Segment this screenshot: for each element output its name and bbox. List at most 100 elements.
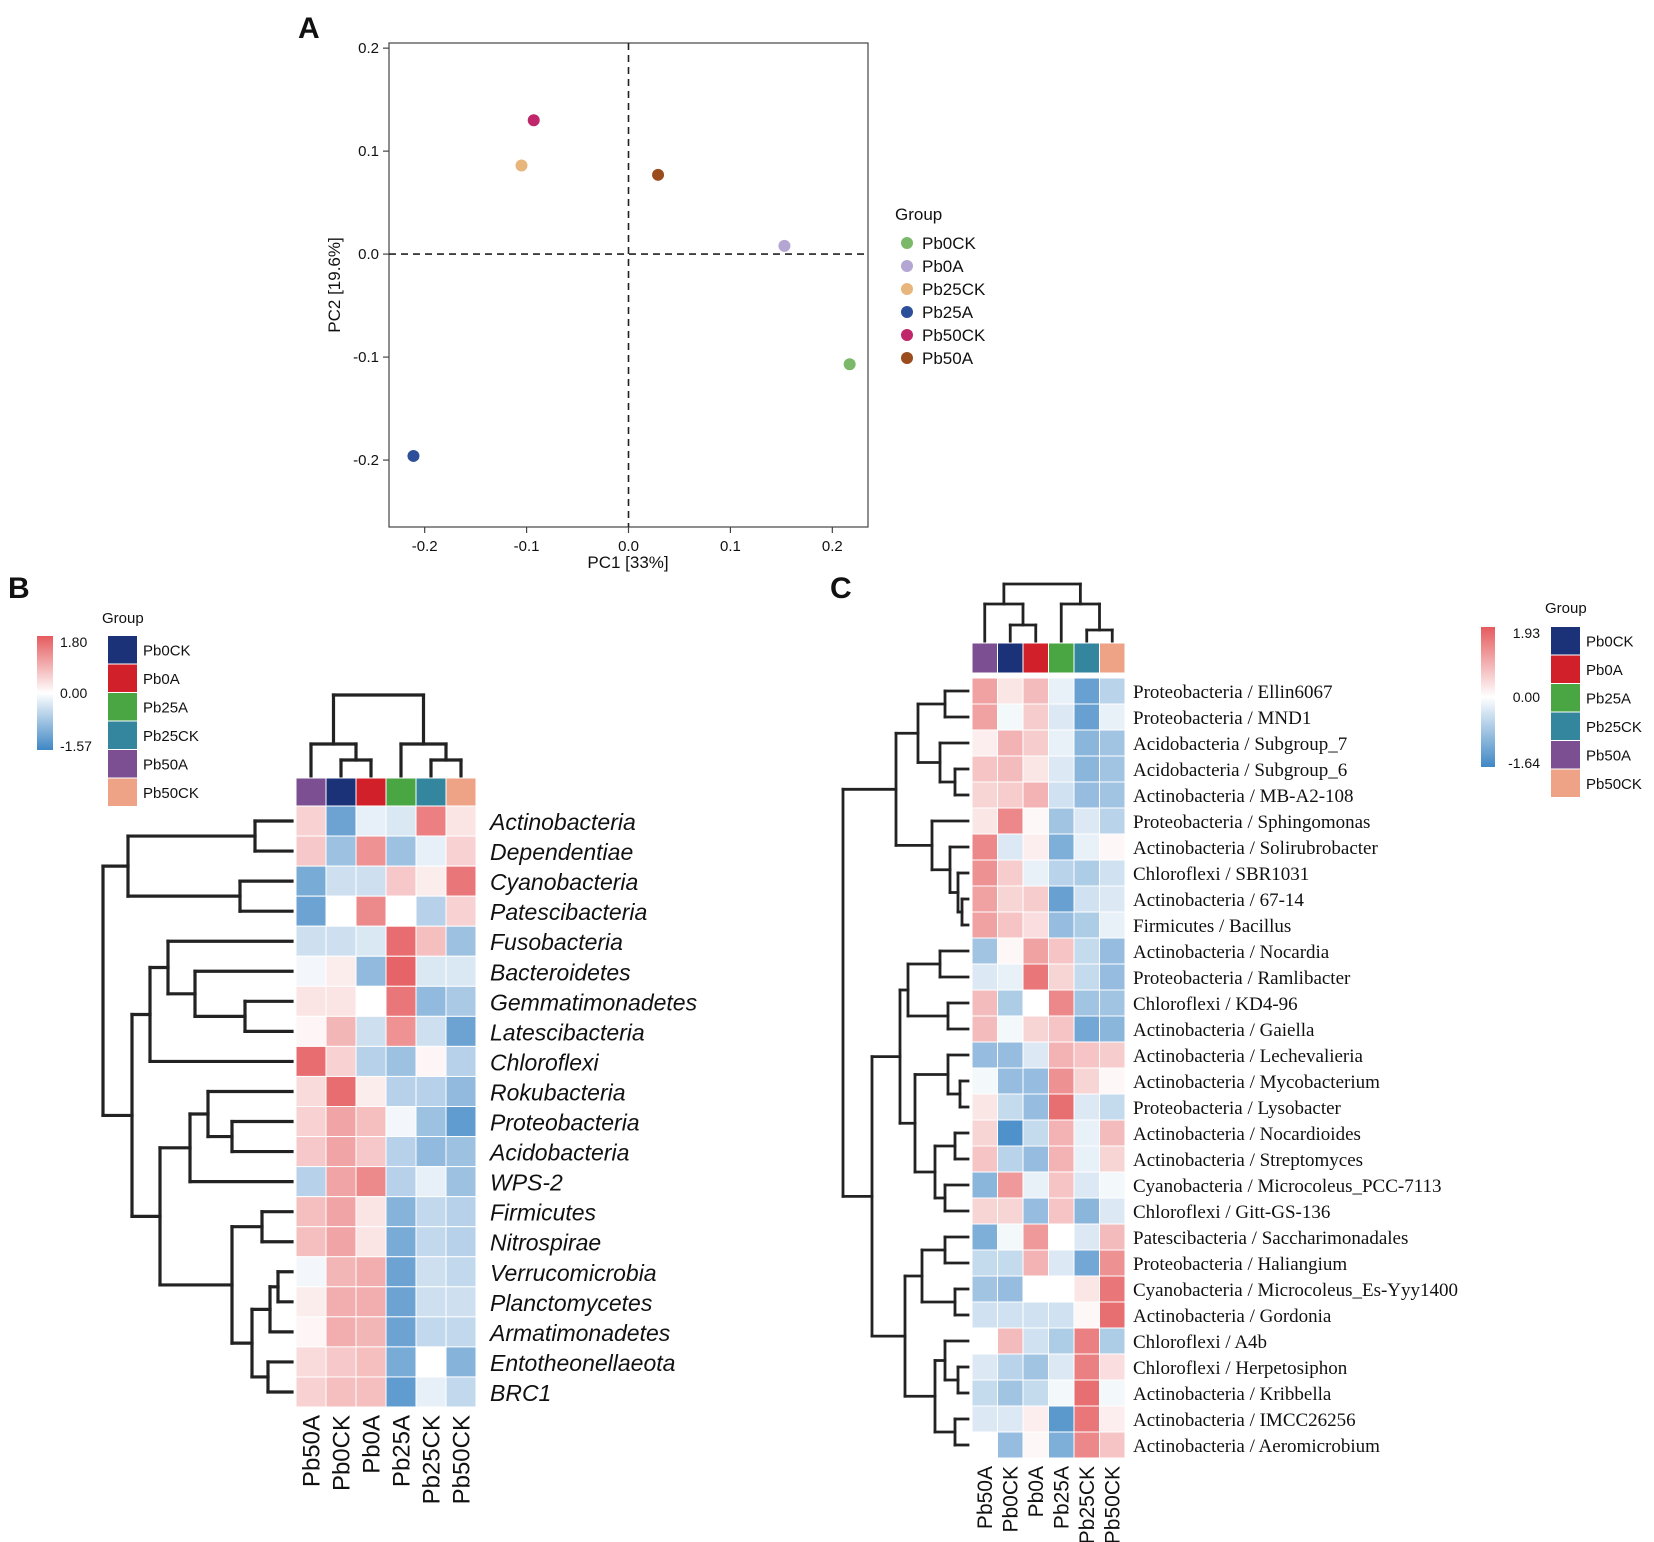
heatmap-cell xyxy=(1073,1171,1100,1199)
heatmap-cell xyxy=(971,1431,998,1459)
heatmap-cell xyxy=(415,1015,447,1047)
heatmap-cell xyxy=(997,937,1024,965)
heatmap-cell xyxy=(1099,1431,1126,1459)
heatmap-cell xyxy=(1022,1067,1049,1095)
row-label: Acidobacteria xyxy=(488,1140,629,1166)
heatmap-cell xyxy=(445,1286,477,1318)
color-scale-label: -1.57 xyxy=(60,738,92,754)
heatmap-cell xyxy=(1022,1093,1049,1121)
row-label: Firmicutes / Bacillus xyxy=(1133,916,1291,937)
row-label: Actinobacteria / Nocardioides xyxy=(1133,1124,1361,1145)
heatmap-cell xyxy=(1073,885,1100,913)
heatmap-cell xyxy=(1099,1301,1126,1329)
pca-legend-title: Group xyxy=(895,205,942,224)
legend-label: Pb25CK xyxy=(1586,719,1642,736)
heatmap-cell xyxy=(1073,807,1100,835)
heatmap-cell xyxy=(445,955,477,987)
heatmap-cell xyxy=(997,1405,1024,1433)
pca-legend-label: Pb0CK xyxy=(922,234,977,253)
heatmap-cell xyxy=(355,1316,387,1348)
heatmap-cell xyxy=(1099,1067,1126,1095)
legend-label: Pb50CK xyxy=(1586,776,1642,793)
heatmap-cell xyxy=(325,1286,357,1318)
pca-y-ticks: 0.2 0.1 0.0 -0.1 -0.2 xyxy=(353,40,389,469)
legend-key-pb25a xyxy=(1551,684,1580,712)
row-label: Proteobacteria / Ramlibacter xyxy=(1133,968,1351,989)
heatmap-cell xyxy=(971,1171,998,1199)
heatmap-cell xyxy=(385,1256,417,1288)
pca-legend-key-pb25a xyxy=(901,306,913,318)
heatmap-cell xyxy=(445,1136,477,1168)
pca-legend-label: Pb25A xyxy=(922,303,974,322)
heatmap-cell xyxy=(1048,963,1075,991)
heatmap-cell xyxy=(971,729,998,757)
heatmap-cell xyxy=(1073,755,1100,783)
heatmap-cell xyxy=(445,1316,477,1348)
heatmap-cell xyxy=(1048,1041,1075,1069)
heatmap-c-cells xyxy=(971,677,1126,1459)
heatmap-cell xyxy=(1048,677,1075,705)
heatmap-cell xyxy=(295,1346,327,1378)
heatmap-cell xyxy=(997,885,1024,913)
heatmap-cell xyxy=(1099,1405,1126,1433)
column-label-pb0a: Pb0A xyxy=(358,1415,385,1474)
heatmap-cell xyxy=(997,1353,1024,1381)
heatmap-cell xyxy=(415,1106,447,1138)
row-label: Actinobacteria / Gordonia xyxy=(1133,1306,1332,1327)
row-label: Cyanobacteria / Microcoleus_Es-Yyy1400 xyxy=(1133,1280,1458,1301)
group-color-bar-pb50ck xyxy=(1099,642,1126,674)
heatmap-cell xyxy=(1073,1119,1100,1147)
heatmap-cell xyxy=(1048,755,1075,783)
group-color-bar-pb25a xyxy=(1048,642,1075,674)
heatmap-cell xyxy=(997,1431,1024,1459)
heatmap-cell xyxy=(997,1379,1024,1407)
heatmap-cell xyxy=(385,1196,417,1228)
heatmap-cell xyxy=(415,925,447,957)
heatmap-cell xyxy=(445,1075,477,1107)
heatmap-cell xyxy=(971,1145,998,1173)
heatmap-cell xyxy=(355,1286,387,1318)
legend-key-pb50ck xyxy=(108,778,137,806)
legend-label: Pb50CK xyxy=(143,785,199,802)
heatmap-cell xyxy=(997,1067,1024,1095)
heatmap-cell xyxy=(445,1226,477,1258)
pca-legend-key-pb50ck xyxy=(901,329,913,341)
heatmap-cell xyxy=(1073,1197,1100,1225)
row-label: Verrucomicrobia xyxy=(490,1260,657,1286)
pca-legend-key-pb0a xyxy=(901,260,913,272)
heatmap-cell xyxy=(445,1376,477,1408)
pca-y-axis-label: PC2 [19.6%] xyxy=(325,237,344,332)
heatmap-cell xyxy=(1022,1171,1049,1199)
heatmap-cell xyxy=(1048,703,1075,731)
heatmap-cell xyxy=(997,1301,1024,1329)
heatmap-cell xyxy=(997,729,1024,757)
legend-label: Pb0CK xyxy=(143,642,191,659)
heatmap-cell xyxy=(1073,1327,1100,1355)
heatmap-cell xyxy=(295,835,327,867)
heatmap-cell xyxy=(971,1275,998,1303)
heatmap-cell xyxy=(385,1166,417,1198)
heatmap-cell xyxy=(971,885,998,913)
heatmap-cell xyxy=(1022,1379,1049,1407)
heatmap-cell xyxy=(355,1166,387,1198)
heatmap-cell xyxy=(997,1119,1024,1147)
heatmap-cell xyxy=(325,985,357,1017)
heatmap-cell xyxy=(1048,807,1075,835)
heatmap-cell xyxy=(325,895,357,927)
heatmap-cell xyxy=(325,1015,357,1047)
row-label: Patescibacteria / Saccharimonadales xyxy=(1133,1228,1408,1249)
heatmap-cell xyxy=(295,895,327,927)
heatmap-c-row-dendrogram xyxy=(841,689,970,1447)
heatmap-cell xyxy=(445,925,477,957)
row-label: Actinobacteria / Solirubrobacter xyxy=(1133,838,1378,859)
heatmap-cell xyxy=(415,1166,447,1198)
row-label: Planctomycetes xyxy=(490,1290,653,1316)
heatmap-cell xyxy=(971,1405,998,1433)
row-label: BRC1 xyxy=(490,1380,551,1406)
heatmap-cell xyxy=(415,1316,447,1348)
heatmap-cell xyxy=(971,1327,998,1355)
heatmap-cell xyxy=(1099,937,1126,965)
heatmap-cell xyxy=(325,865,357,897)
heatmap-cell xyxy=(355,1376,387,1408)
heatmap-cell xyxy=(295,865,327,897)
